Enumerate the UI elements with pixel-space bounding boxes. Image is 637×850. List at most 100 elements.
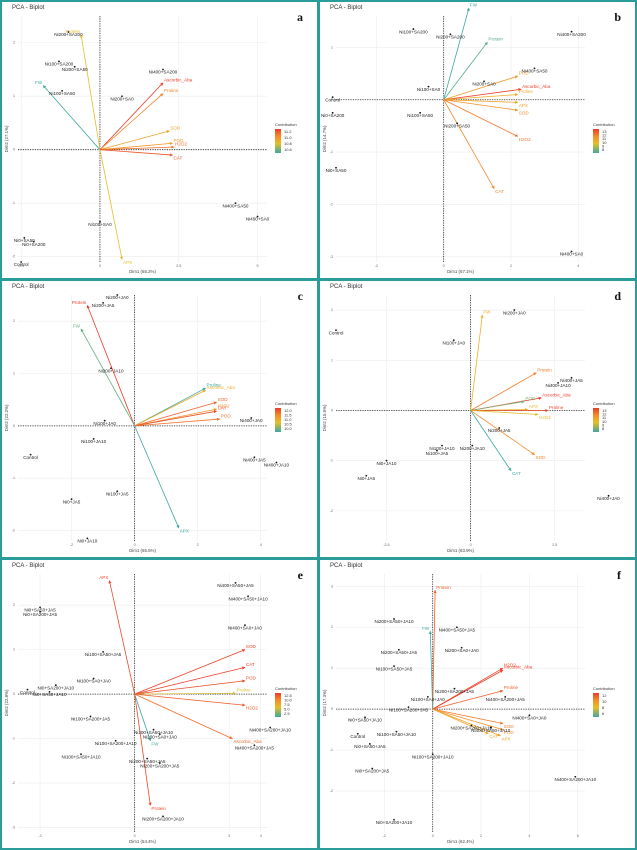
observation-point: [470, 724, 473, 727]
observation-label: Control: [325, 97, 340, 102]
observation-point: [371, 767, 374, 770]
variable-arrow: [432, 708, 504, 731]
variable-label: SOD: [218, 397, 229, 402]
observation-label: Ni400+SA200+JA5: [486, 697, 526, 702]
variable-label: FW: [470, 3, 478, 8]
y-tick-label: -2: [330, 509, 333, 513]
observation-label: Ni100+SA50+JA5: [85, 652, 122, 657]
variable-label: FW: [35, 80, 43, 85]
variable-label: POD: [173, 138, 184, 143]
legend-colorbar: [275, 129, 281, 153]
observation-label: Ni0+JA10: [77, 539, 97, 544]
observation-label: Ni0+SA200: [22, 242, 46, 247]
observation-point: [368, 743, 371, 745]
observation-label: Ni0+SA200+JA5: [23, 612, 57, 617]
y-tick-label: -1: [330, 150, 333, 154]
observation-label: Ni200+SA50+JA5: [129, 759, 166, 764]
y-axis-label: Dim2 (17.3%): [322, 689, 327, 716]
observation-point: [570, 30, 573, 33]
observation-point: [20, 261, 23, 263]
variable-label: Protein: [488, 37, 503, 42]
observation-label: Ni0+SA50: [14, 238, 35, 243]
plot-title: PCA - Biplot: [12, 284, 45, 290]
grid: [336, 574, 585, 832]
y-tick-label: -2: [12, 255, 15, 259]
biplot-panel-c: PCA - Biplot c -2 0 2 4 -2 -1 0 1 2 Dim1 (65.5%) Dim…: [0, 279, 319, 559]
contribution-legend: Contribution 11.211.010.810.6: [275, 122, 297, 153]
observation-point: [86, 537, 89, 540]
variable-arrow: [432, 708, 504, 725]
observation-label: Ni0+SA200: [321, 113, 345, 118]
observation-point: [253, 456, 256, 459]
variable-label: SOD: [536, 455, 547, 460]
variable-arrow: [134, 691, 237, 695]
observation-point: [158, 733, 161, 736]
legend-title: Contribution: [275, 401, 297, 406]
y-tick-label: -1: [330, 459, 333, 463]
biplot-panel-a: PCA - Biplot a -2.5 0 2.5 5 -2 -1 0 1 2 Dim1 (65.2%…: [0, 0, 319, 280]
observation-point: [489, 726, 492, 729]
variable-arrow: [443, 99, 519, 112]
observation-point: [70, 498, 73, 501]
observation-point: [58, 60, 60, 63]
observation-point: [441, 444, 443, 447]
variable-arrow: [470, 410, 535, 455]
observation-label: Ni200+SA50+JA10: [374, 619, 414, 624]
observation-label: Ni200+SA200+JA10: [142, 817, 184, 822]
observation-point: [92, 677, 95, 680]
observation-point: [393, 618, 395, 620]
observation-label: Ni100+SA50: [407, 113, 433, 118]
observation-label: Ni200+SA200+JA5: [140, 763, 180, 768]
variable-label: Ascorbic_Aba: [504, 665, 533, 670]
observation-point: [32, 240, 35, 243]
observation-label: Ni0+SA50+JA5: [354, 744, 386, 749]
observation-point: [234, 581, 237, 584]
observation-label: Ni200+SA50: [62, 67, 88, 72]
y-tick-label: 1: [331, 358, 333, 362]
legend-tick-label: 10.0: [284, 698, 293, 703]
observation-label: Ni200+JA5: [92, 303, 115, 308]
variable-arrow: [134, 693, 233, 739]
observation-point: [247, 595, 249, 598]
observation-point: [456, 122, 459, 125]
grid: [336, 16, 585, 262]
observation-point: [73, 65, 76, 68]
legend-tick-label: 11.0: [284, 417, 292, 422]
legend-tick-label: 10: [602, 140, 607, 145]
legend-tick-label: 12.5: [284, 693, 293, 698]
biplot-svg: -2 0 2 4 -2 -1 0 1 2 Dim1 (65.5%) Dim2 (22.2%) Prot…: [4, 294, 297, 553]
observation-point: [504, 695, 507, 698]
variable-label: Ascorbic_Aba: [164, 77, 193, 82]
observation-label: Control: [20, 690, 35, 695]
variable-arrow: [443, 41, 488, 100]
observation-label: Ni100+SA200: [399, 29, 428, 34]
observation-label: Ni200+SA0+JA0: [143, 734, 177, 739]
observation-point: [574, 775, 577, 778]
observation-point: [395, 730, 398, 733]
observation-point: [158, 762, 161, 764]
y-tick-label: -2: [12, 529, 15, 533]
observation-point: [436, 449, 438, 452]
variable-label: APX: [99, 575, 108, 580]
observation-point: [114, 739, 117, 742]
plot-title: PCA - Biplot: [330, 5, 363, 11]
observation-label: Ni0+SA200+JA10: [38, 685, 75, 690]
legend-tick-label: 8: [602, 705, 605, 710]
x-tick-label: 4: [577, 264, 579, 268]
observation-label: Control: [23, 455, 38, 460]
x-tick-label: 2.5: [176, 264, 181, 268]
observation-point: [460, 646, 463, 649]
variable-label: CAT: [495, 189, 504, 194]
x-axis-label: Dim1 (65.5%): [129, 548, 156, 553]
x-tick-label: -2.5: [18, 264, 24, 268]
x-tick-label: 6: [577, 834, 579, 838]
observation-point: [234, 202, 237, 205]
legend-tick-label: 12: [602, 412, 607, 417]
observation-label: Ni200+JA0: [503, 310, 526, 315]
variable-label: APX: [529, 404, 538, 409]
observation-label: Ni400+SA200: [149, 70, 178, 75]
variable-arrow: [99, 149, 124, 260]
